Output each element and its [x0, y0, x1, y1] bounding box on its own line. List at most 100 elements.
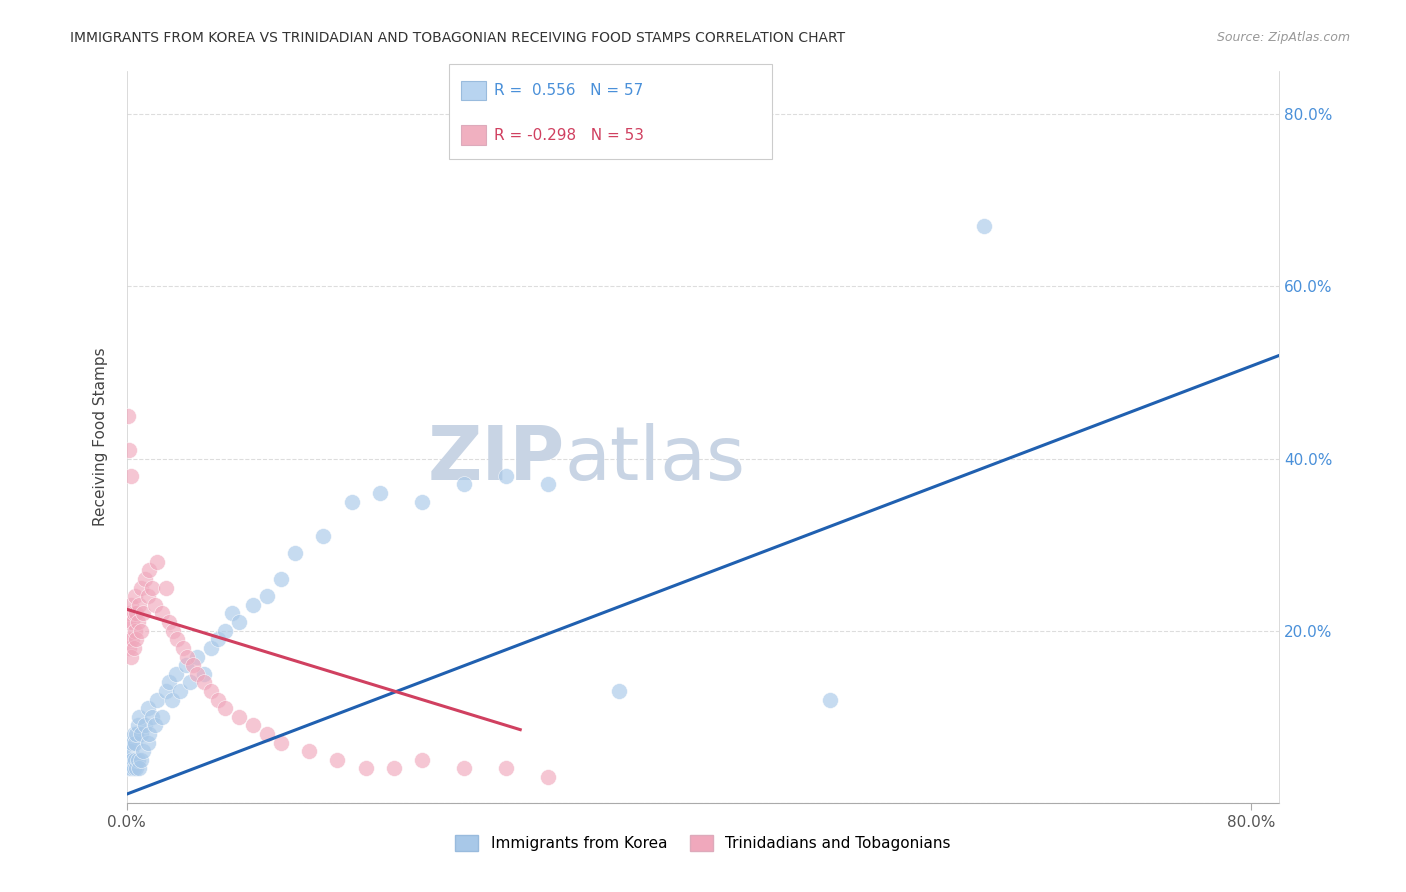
Point	[155, 581, 177, 595]
Point	[118, 735, 141, 749]
Point	[186, 666, 208, 681]
Point	[298, 744, 321, 758]
Point	[118, 442, 141, 457]
Point	[242, 598, 264, 612]
Point	[141, 710, 163, 724]
Point	[312, 529, 335, 543]
Point	[125, 632, 148, 647]
Point	[453, 761, 475, 775]
Point	[120, 468, 142, 483]
Point	[193, 666, 215, 681]
Point	[118, 753, 141, 767]
Point	[117, 615, 139, 629]
Point	[146, 555, 169, 569]
Point	[122, 727, 145, 741]
Point	[124, 624, 146, 638]
Point	[186, 649, 208, 664]
Point	[354, 761, 377, 775]
Point	[128, 761, 150, 775]
Point	[118, 607, 141, 621]
Point	[120, 649, 142, 664]
Text: IMMIGRANTS FROM KOREA VS TRINIDADIAN AND TOBAGONIAN RECEIVING FOOD STAMPS CORREL: IMMIGRANTS FROM KOREA VS TRINIDADIAN AND…	[70, 31, 845, 45]
Point	[256, 727, 278, 741]
Point	[284, 546, 307, 560]
Legend: Immigrants from Korea, Trinidadians and Tobagonians: Immigrants from Korea, Trinidadians and …	[450, 830, 956, 857]
Point	[174, 658, 197, 673]
Point	[169, 684, 191, 698]
Point	[228, 710, 250, 724]
Point	[136, 589, 159, 603]
Point	[127, 615, 149, 629]
Point	[193, 675, 215, 690]
Point	[200, 684, 222, 698]
Point	[256, 589, 278, 603]
Point	[368, 486, 391, 500]
Point	[120, 761, 142, 775]
Point	[122, 640, 145, 655]
Point	[138, 727, 160, 741]
Point	[162, 624, 184, 638]
Point	[136, 701, 159, 715]
Y-axis label: Receiving Food Stamps: Receiving Food Stamps	[93, 348, 108, 526]
Point	[117, 632, 139, 647]
Point	[129, 624, 152, 638]
Point	[132, 607, 155, 621]
Point	[181, 658, 204, 673]
Point	[326, 753, 349, 767]
Point	[122, 607, 145, 621]
Point	[121, 632, 143, 647]
Point	[125, 607, 148, 621]
Point	[221, 607, 243, 621]
Point	[121, 615, 143, 629]
Point	[117, 409, 139, 423]
Point	[155, 684, 177, 698]
Point	[495, 761, 517, 775]
Point	[121, 753, 143, 767]
Point	[124, 735, 146, 749]
Point	[207, 632, 229, 647]
Point	[176, 649, 198, 664]
Point	[124, 589, 146, 603]
Point	[127, 753, 149, 767]
Text: atlas: atlas	[565, 423, 745, 496]
Point	[125, 727, 148, 741]
Point	[125, 761, 148, 775]
Point	[134, 572, 156, 586]
Point	[382, 761, 405, 775]
Point	[411, 494, 433, 508]
Point	[128, 710, 150, 724]
Point	[157, 675, 180, 690]
Point	[141, 581, 163, 595]
Point	[495, 468, 517, 483]
Point	[143, 598, 166, 612]
Point	[136, 735, 159, 749]
Point	[166, 632, 188, 647]
Point	[207, 692, 229, 706]
Point	[122, 761, 145, 775]
Point	[121, 735, 143, 749]
Point	[128, 598, 150, 612]
Point	[143, 718, 166, 732]
Point	[607, 684, 630, 698]
Point	[818, 692, 841, 706]
Point	[150, 710, 173, 724]
Point	[270, 735, 292, 749]
Point	[129, 581, 152, 595]
Text: R = -0.298   N = 53: R = -0.298 N = 53	[495, 128, 644, 143]
Point	[228, 615, 250, 629]
Point	[132, 744, 155, 758]
Point	[120, 598, 142, 612]
Point	[138, 564, 160, 578]
Point	[537, 477, 560, 491]
Point	[129, 753, 152, 767]
Point	[117, 744, 139, 758]
Point	[270, 572, 292, 586]
Point	[118, 640, 141, 655]
Point	[160, 692, 183, 706]
Point	[214, 624, 236, 638]
Point	[150, 607, 173, 621]
Point	[242, 718, 264, 732]
Text: R =  0.556   N = 57: R = 0.556 N = 57	[495, 83, 644, 98]
Point	[172, 640, 194, 655]
Text: ZIP: ZIP	[427, 423, 565, 496]
